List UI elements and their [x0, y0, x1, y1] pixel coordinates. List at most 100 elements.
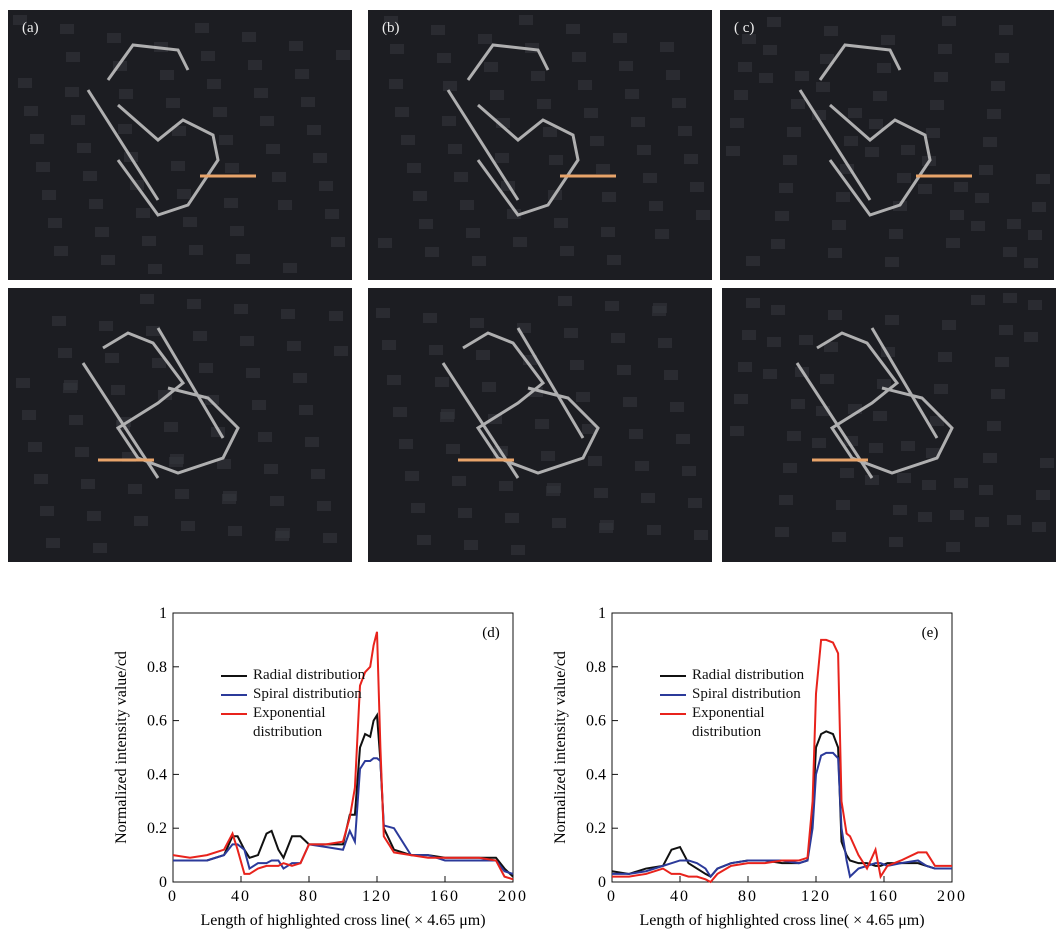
- texture: [734, 394, 748, 404]
- texture: [289, 41, 303, 51]
- texture: [187, 299, 201, 309]
- texture: [378, 238, 392, 248]
- texture: [93, 543, 107, 553]
- texture: [655, 229, 669, 239]
- texture: [918, 184, 932, 194]
- x-tick-label: 160: [869, 888, 899, 905]
- texture: [537, 99, 551, 109]
- texture: [1003, 293, 1017, 303]
- texture: [975, 193, 989, 203]
- texture: [193, 331, 207, 341]
- texture: [930, 416, 944, 426]
- y-tick-label: 0.2: [586, 820, 606, 837]
- texture: [617, 365, 631, 375]
- texture: [771, 239, 785, 249]
- texture: [248, 60, 262, 70]
- texture: [105, 353, 119, 363]
- texture: [873, 411, 887, 421]
- texture: [101, 255, 115, 265]
- texture: [272, 172, 286, 182]
- texture: [523, 355, 537, 365]
- texture: [464, 540, 478, 550]
- y-tick-label: 1: [598, 605, 606, 622]
- texture: [546, 486, 560, 496]
- legend-label: Spiral distribution: [692, 686, 801, 702]
- texture: [901, 441, 915, 451]
- texture: [759, 73, 773, 83]
- texture: [311, 469, 325, 479]
- texture: [763, 45, 777, 55]
- texture: [824, 342, 838, 352]
- x-tick-label: 40: [231, 888, 251, 905]
- texture: [869, 119, 883, 129]
- y-tick-label: 0.6: [147, 713, 167, 730]
- legend-label: Radial distribution: [692, 667, 805, 683]
- texture: [922, 480, 936, 490]
- texture: [484, 62, 498, 72]
- texture: [75, 447, 89, 457]
- texture: [930, 100, 944, 110]
- texture: [848, 404, 862, 414]
- texture: [446, 444, 460, 454]
- texture: [836, 192, 850, 202]
- texture: [419, 219, 433, 229]
- texture: [164, 422, 178, 432]
- x-tick-label: 200: [498, 888, 528, 905]
- texture: [1036, 174, 1050, 184]
- texture: [531, 71, 545, 81]
- texture: [865, 475, 879, 485]
- texture: [171, 161, 185, 171]
- bright-structure: [86, 43, 220, 217]
- texture: [28, 442, 42, 452]
- texture: [848, 108, 862, 118]
- texture: [1028, 300, 1042, 310]
- texture: [417, 535, 431, 545]
- texture: [885, 257, 899, 267]
- texture: [554, 218, 568, 228]
- texture: [726, 146, 740, 156]
- texture: [664, 370, 678, 380]
- x-axis-title: Length of highlighted cross line( × 4.65…: [639, 912, 924, 929]
- texture: [458, 508, 472, 518]
- texture: [566, 24, 580, 34]
- texture: [730, 118, 744, 128]
- texture: [816, 82, 830, 92]
- texture: [635, 461, 649, 471]
- legend-label: Exponential distribution: [692, 705, 765, 740]
- texture: [299, 405, 313, 415]
- texture: [228, 526, 242, 536]
- texture: [623, 397, 637, 407]
- texture: [65, 87, 79, 97]
- texture: [954, 182, 968, 192]
- texture: [34, 474, 48, 484]
- texture: [926, 128, 940, 138]
- texture: [995, 53, 1009, 63]
- texture: [995, 357, 1009, 367]
- texture: [971, 221, 985, 231]
- texture: [558, 296, 572, 306]
- texture: [83, 171, 97, 181]
- texture: [738, 62, 752, 72]
- texture: [329, 311, 343, 321]
- texture: [844, 436, 858, 446]
- texture: [217, 459, 231, 469]
- texture: [407, 163, 421, 173]
- texture: [305, 437, 319, 447]
- texture: [99, 321, 113, 331]
- texture: [431, 25, 445, 35]
- legend-item: Spiral distribution: [660, 685, 812, 704]
- micrograph: [368, 288, 712, 562]
- texture: [495, 153, 509, 163]
- series-line: [172, 631, 514, 881]
- texture: [95, 227, 109, 237]
- texture: [401, 135, 415, 145]
- texture: [513, 237, 527, 247]
- texture: [77, 143, 91, 153]
- texture: [283, 263, 297, 273]
- texture: [195, 23, 209, 33]
- legend-swatch: [221, 713, 247, 715]
- bright-structure: [798, 43, 932, 217]
- texture: [767, 337, 781, 347]
- texture: [666, 70, 680, 80]
- texture: [81, 479, 95, 489]
